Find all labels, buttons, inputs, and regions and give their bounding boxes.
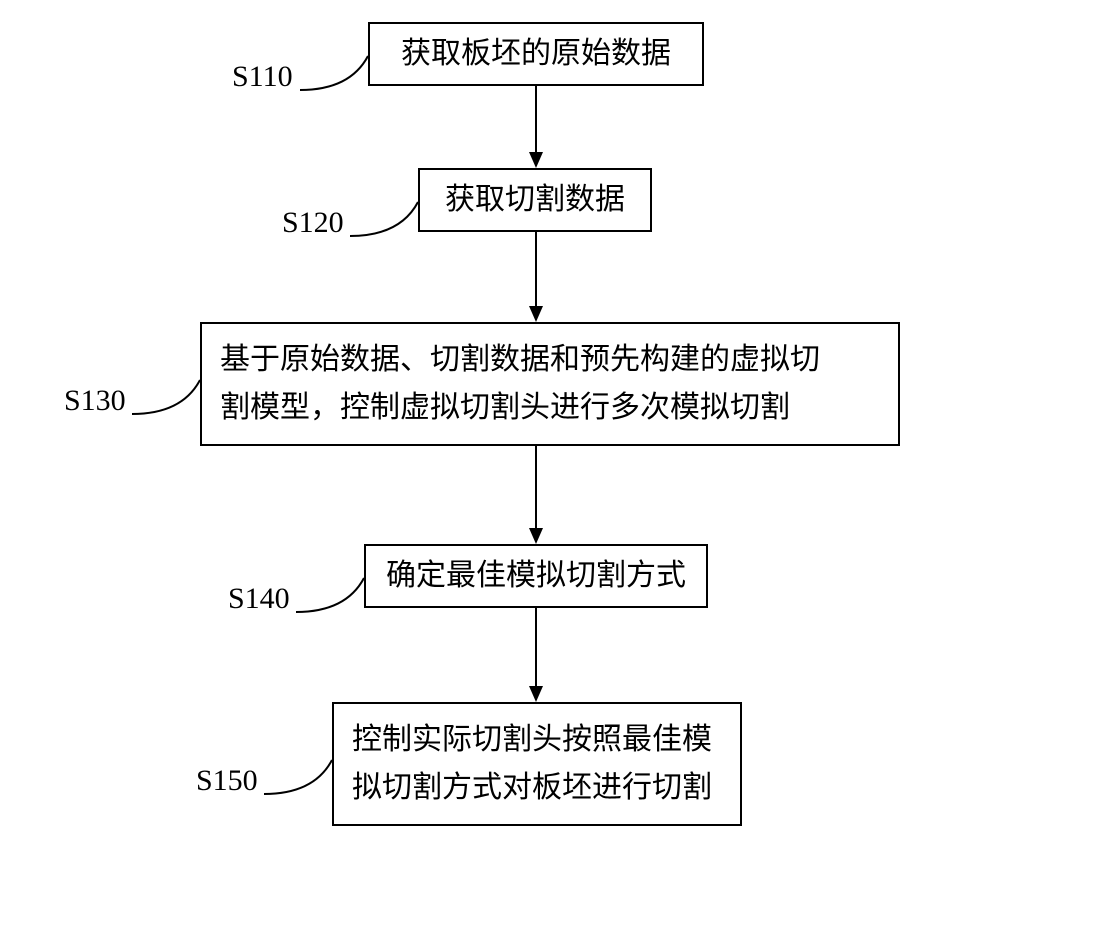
label-connector [296,578,364,618]
flow-arrow [526,608,546,702]
node-text: 获取板坯的原始数据 [401,30,671,78]
flow-node: 确定最佳模拟切割方式 [364,544,708,608]
node-text: 控制实际切割头按照最佳模 拟切割方式对板坯进行切割 [352,716,712,812]
flow-node: 获取切割数据 [418,168,652,232]
step-label: S130 [64,384,126,418]
flow-node: 控制实际切割头按照最佳模 拟切割方式对板坯进行切割 [332,702,742,826]
flow-arrow [526,86,546,168]
flow-node: 获取板坯的原始数据 [368,22,704,86]
label-connector [132,380,200,420]
step-label: S140 [228,582,290,616]
flowchart-container: 获取板坯的原始数据 S110 获取切割数据 S120 基于原始数据、切割数据和预… [0,0,1110,935]
label-connector [264,760,332,800]
node-text: 获取切割数据 [445,176,625,224]
node-text: 确定最佳模拟切割方式 [386,552,686,600]
flow-node: 基于原始数据、切割数据和预先构建的虚拟切 割模型，控制虚拟切割头进行多次模拟切割 [200,322,900,446]
step-label: S110 [232,60,293,94]
flow-arrow [526,446,546,544]
step-label: S150 [196,764,258,798]
step-label: S120 [282,206,344,240]
node-text: 基于原始数据、切割数据和预先构建的虚拟切 割模型，控制虚拟切割头进行多次模拟切割 [220,336,820,432]
flow-arrow [526,232,546,322]
label-connector [350,202,418,242]
label-connector [300,56,368,96]
